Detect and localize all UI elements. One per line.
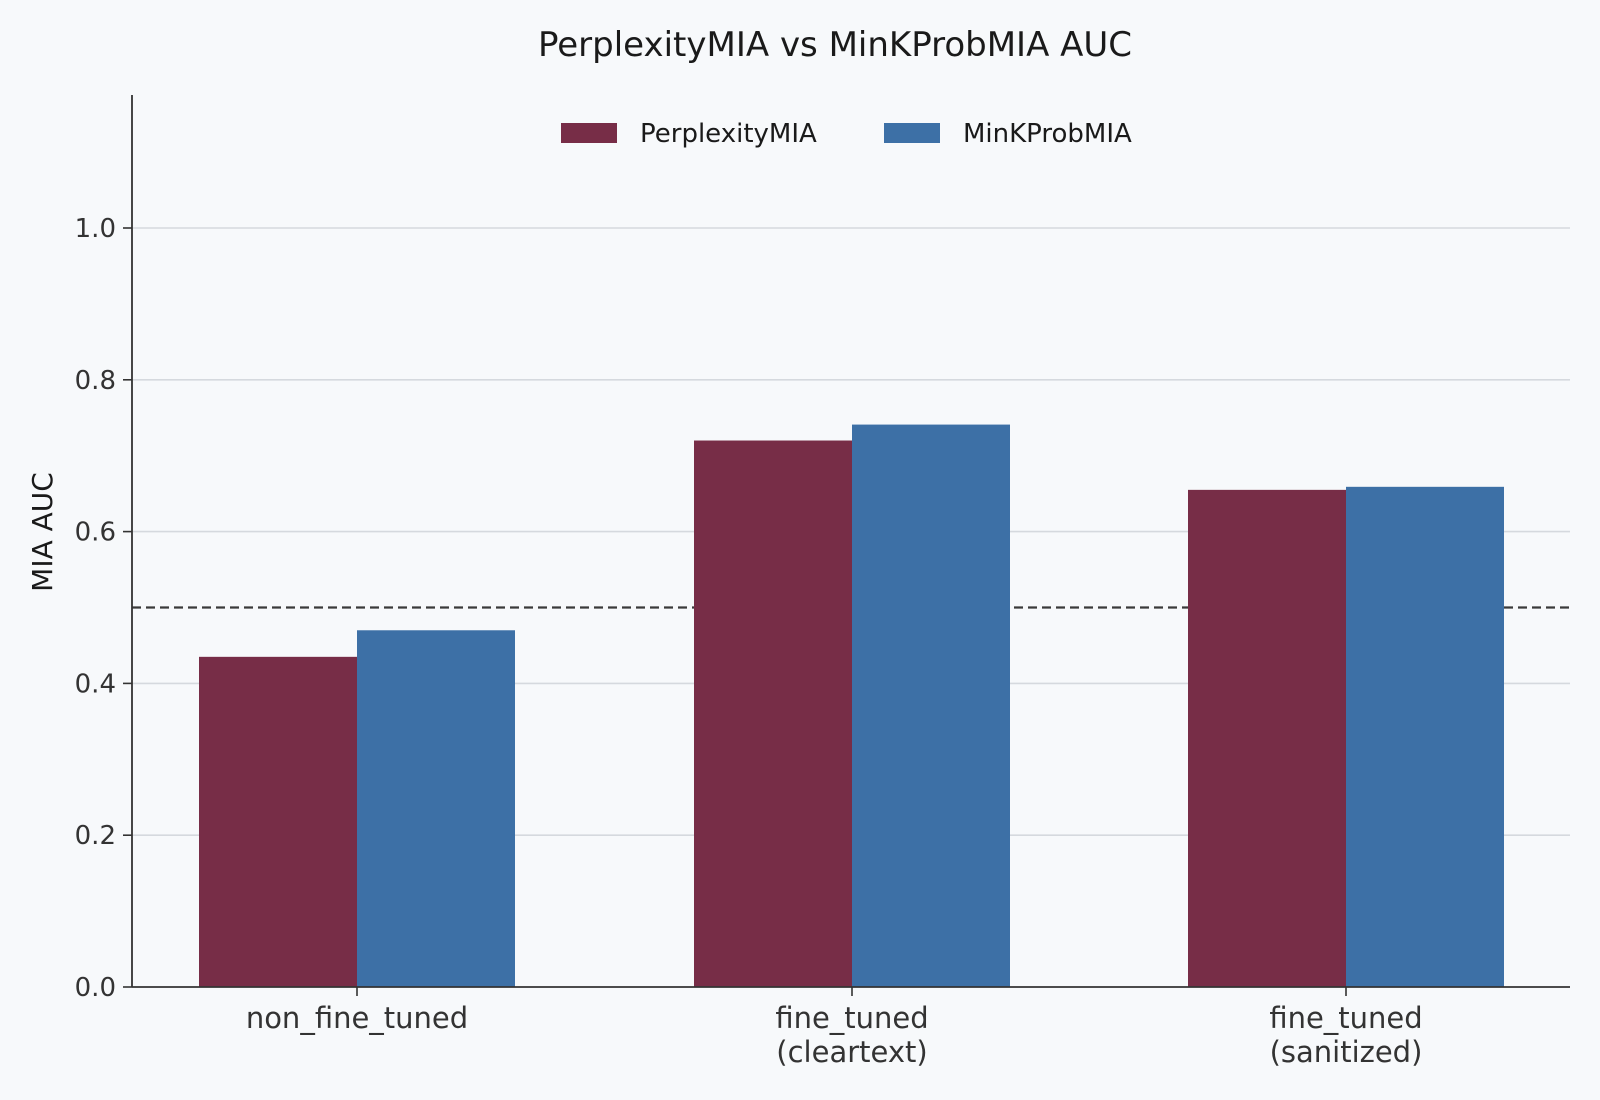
bars-layer <box>199 424 1504 987</box>
y-tick-label: 1.0 <box>75 214 116 244</box>
legend-label-PerplexityMIA: PerplexityMIA <box>640 119 817 149</box>
bar-MinKProbMIA-1 <box>852 424 1010 987</box>
bar-PerplexityMIA-2 <box>1188 489 1346 987</box>
x-ticks: non_fine_tuned fine_tuned(cleartext)fine_… <box>246 987 1423 1069</box>
bar-MinKProbMIA-2 <box>1346 486 1504 987</box>
y-tick-label: 0.4 <box>75 669 116 699</box>
x-tick-label: non_fine_tuned <box>246 1001 468 1035</box>
legend-swatch-MinKProbMIA <box>884 123 940 143</box>
y-axis-label: MIA AUC <box>26 472 59 592</box>
y-ticks: 0.0 0.2 0.4 0.6 0.8 1.0 <box>75 214 132 1003</box>
y-tick-label: 0.6 <box>75 518 116 548</box>
legend-swatch-PerplexityMIA <box>561 123 617 143</box>
bar-PerplexityMIA-1 <box>694 440 852 987</box>
chart-title: PerplexityMIA vs MinKProbMIA AUC <box>538 25 1132 65</box>
bar-MinKProbMIA-0 <box>357 630 515 987</box>
legend: PerplexityMIA MinKProbMIA <box>561 119 1132 149</box>
legend-label-MinKProbMIA: MinKProbMIA <box>963 119 1132 149</box>
x-tick-label: fine_tuned <box>775 1001 928 1035</box>
y-tick-label: 0.0 <box>75 973 116 1003</box>
x-tick-label: (cleartext) <box>776 1035 927 1069</box>
y-tick-label: 0.8 <box>75 366 116 396</box>
bar-PerplexityMIA-0 <box>199 656 357 987</box>
axes <box>131 95 1570 988</box>
x-tick-label: fine_tuned <box>1269 1001 1422 1035</box>
x-tick-label: (sanitized) <box>1270 1035 1423 1069</box>
y-tick-label: 0.2 <box>75 821 116 851</box>
